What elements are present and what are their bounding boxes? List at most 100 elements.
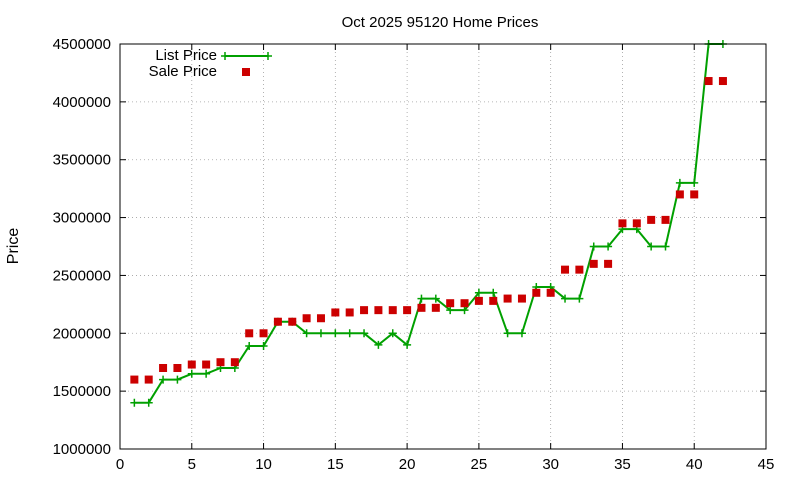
sale-price-point xyxy=(130,375,139,384)
list-price-point xyxy=(675,178,684,187)
sale-price-point xyxy=(360,306,369,315)
list-price-point xyxy=(561,294,570,303)
sale-price-point xyxy=(718,77,727,86)
sale-price-point xyxy=(661,215,670,224)
sale-price-point xyxy=(273,317,282,326)
legend-sale-price-marker xyxy=(242,68,250,76)
sale-price-point xyxy=(474,296,483,305)
y-axis-ticks: 1000000 1500000 2000000 2500000 3000000 35000… xyxy=(53,36,766,458)
list-price-point xyxy=(316,329,325,338)
y-tick-label: 1000000 xyxy=(53,441,111,458)
sale-price-point xyxy=(345,308,354,317)
y-tick-label: 2500000 xyxy=(53,267,111,284)
sale-price-point xyxy=(604,259,613,268)
sale-price-point xyxy=(374,306,383,315)
list-price-point xyxy=(575,294,584,303)
sale-price-point xyxy=(431,303,440,312)
list-price-point xyxy=(360,329,369,338)
plot-border xyxy=(119,43,767,450)
legend: List Price Sale Price xyxy=(149,47,272,80)
sale-price-point xyxy=(446,299,455,308)
list-price-point xyxy=(589,242,598,251)
list-price-point xyxy=(460,306,469,315)
list-price-point xyxy=(374,340,383,349)
list-price-point xyxy=(202,369,211,378)
sale-price-point xyxy=(632,219,641,228)
list-price-point xyxy=(388,329,397,338)
x-tick-label: 45 xyxy=(758,456,775,473)
list-price-point xyxy=(661,242,670,251)
sale-price-point xyxy=(618,219,627,228)
sale-price-point xyxy=(647,215,656,224)
list-price-point xyxy=(259,342,268,351)
legend-sale-price-label: Sale Price xyxy=(149,63,217,80)
sale-price-point xyxy=(503,294,512,303)
x-tick-label: 10 xyxy=(255,456,272,473)
sale-price-point xyxy=(187,360,196,369)
sale-price-point xyxy=(216,358,225,367)
sale-price-point xyxy=(173,364,182,372)
sale-price-point xyxy=(202,360,211,369)
sale-price-point xyxy=(690,190,699,199)
chart-title: Oct 2025 95120 Home Prices xyxy=(342,14,539,31)
sale-price-series xyxy=(130,77,727,384)
sale-price-point xyxy=(403,306,412,315)
sale-price-point xyxy=(589,259,598,268)
list-price-point xyxy=(144,398,153,407)
list-price-point xyxy=(431,294,440,303)
sale-price-point xyxy=(316,314,325,323)
list-price-point xyxy=(517,329,526,338)
sale-price-point xyxy=(417,303,426,312)
list-price-point xyxy=(130,398,139,407)
sale-price-point xyxy=(532,288,541,297)
y-axis-label: Price xyxy=(5,228,22,265)
x-tick-label: 35 xyxy=(614,456,631,473)
x-tick-label: 25 xyxy=(471,456,488,473)
sale-price-point xyxy=(561,265,570,274)
x-tick-label: 15 xyxy=(327,456,344,473)
list-price-point xyxy=(159,375,168,384)
sale-price-point xyxy=(388,306,397,315)
list-price-point xyxy=(403,340,412,349)
x-tick-label: 0 xyxy=(116,456,124,473)
y-tick-label: 4500000 xyxy=(53,36,111,53)
x-tick-label: 40 xyxy=(686,456,703,473)
y-tick-label: 3500000 xyxy=(53,152,111,169)
sale-price-point xyxy=(546,288,555,297)
legend-list-price-marker xyxy=(264,52,272,60)
sale-price-point xyxy=(675,190,684,199)
x-tick-label: 5 xyxy=(188,456,196,473)
sale-price-point xyxy=(159,364,168,372)
sale-price-point xyxy=(517,294,526,303)
list-price-point xyxy=(173,375,182,384)
list-price-point xyxy=(489,288,498,297)
y-tick-label: 3000000 xyxy=(53,210,111,227)
list-price-point xyxy=(302,329,311,338)
sale-price-point xyxy=(704,77,713,86)
sale-price-point xyxy=(144,375,153,384)
x-tick-label: 20 xyxy=(399,456,416,473)
sale-price-point xyxy=(302,314,311,323)
sale-price-point xyxy=(489,296,498,305)
list-price-point xyxy=(245,342,254,351)
list-price-point xyxy=(604,242,613,251)
list-price-point xyxy=(331,329,340,338)
x-axis-ticks: 0 5 10 15 20 25 30 35 40 45 xyxy=(116,44,775,473)
list-price-point xyxy=(503,329,512,338)
sale-price-point xyxy=(575,265,584,274)
list-price-point xyxy=(417,294,426,303)
list-price-point xyxy=(446,306,455,315)
sale-price-point xyxy=(245,329,254,338)
x-tick-label: 30 xyxy=(542,456,559,473)
sale-price-point xyxy=(460,299,469,308)
sale-price-point xyxy=(331,308,340,317)
y-tick-label: 2000000 xyxy=(53,325,111,342)
sale-price-point xyxy=(288,317,297,326)
sale-price-point xyxy=(259,329,268,338)
list-price-point xyxy=(345,329,354,338)
list-price-point xyxy=(474,288,483,297)
list-price-point xyxy=(647,242,656,251)
list-price-point xyxy=(690,178,699,187)
y-tick-label: 4000000 xyxy=(53,94,111,111)
